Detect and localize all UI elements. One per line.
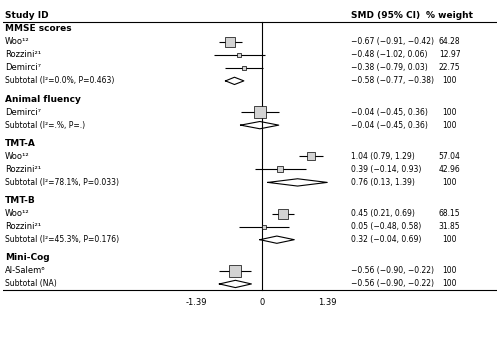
Text: SMD (95% CI): SMD (95% CI) (351, 11, 420, 20)
Text: −0.67 (−0.91, −0.42): −0.67 (−0.91, −0.42) (351, 37, 434, 46)
Text: −0.56 (−0.90, −0.22): −0.56 (−0.90, −0.22) (351, 279, 434, 289)
Text: 68.15: 68.15 (439, 209, 460, 218)
Text: % weight: % weight (426, 11, 473, 20)
Text: Rozzini²¹: Rozzini²¹ (5, 222, 42, 231)
Text: 100: 100 (442, 121, 457, 130)
Text: Woo¹²: Woo¹² (5, 209, 30, 218)
Text: MMSE scores: MMSE scores (5, 24, 72, 33)
Text: 100: 100 (442, 279, 457, 289)
Text: 0.32 (−0.04, 0.69): 0.32 (−0.04, 0.69) (351, 235, 421, 244)
Text: Subtotal (NA): Subtotal (NA) (5, 279, 57, 289)
Text: Animal fluency: Animal fluency (5, 95, 81, 104)
Text: Subtotal (I²=45.3%, P=0.176): Subtotal (I²=45.3%, P=0.176) (5, 235, 119, 244)
Text: 100: 100 (442, 267, 457, 276)
Text: 100: 100 (442, 178, 457, 187)
Text: 0: 0 (259, 298, 264, 307)
Text: −0.56 (−0.90, −0.22): −0.56 (−0.90, −0.22) (351, 267, 434, 276)
Text: 22.75: 22.75 (439, 63, 460, 72)
Text: Al-Salem⁶: Al-Salem⁶ (5, 267, 46, 276)
Text: 1.04 (0.79, 1.29): 1.04 (0.79, 1.29) (351, 152, 414, 161)
Text: 0.76 (0.13, 1.39): 0.76 (0.13, 1.39) (351, 178, 414, 187)
Text: −0.04 (−0.45, 0.36): −0.04 (−0.45, 0.36) (351, 121, 428, 130)
Text: Rozzini²¹: Rozzini²¹ (5, 165, 42, 174)
Text: Rozzini²¹: Rozzini²¹ (5, 50, 42, 60)
Text: −0.04 (−0.45, 0.36): −0.04 (−0.45, 0.36) (351, 108, 428, 117)
Text: 100: 100 (442, 235, 457, 244)
Text: 57.04: 57.04 (438, 152, 460, 161)
Text: Study ID: Study ID (5, 11, 49, 20)
Text: Demirci⁷: Demirci⁷ (5, 108, 41, 117)
Text: 0.39 (−0.14, 0.93): 0.39 (−0.14, 0.93) (351, 165, 421, 174)
Text: 0.05 (−0.48, 0.58): 0.05 (−0.48, 0.58) (351, 222, 421, 231)
Text: Demirci⁷: Demirci⁷ (5, 63, 41, 72)
Text: −0.58 (−0.77, −0.38): −0.58 (−0.77, −0.38) (351, 76, 434, 85)
Text: 31.85: 31.85 (439, 222, 460, 231)
Text: Subtotal (I²=78.1%, P=0.033): Subtotal (I²=78.1%, P=0.033) (5, 178, 119, 187)
Text: 100: 100 (442, 76, 457, 85)
Text: TMT-A: TMT-A (5, 139, 36, 148)
Text: TMT-B: TMT-B (5, 196, 36, 205)
Text: 100: 100 (442, 108, 457, 117)
Text: 64.28: 64.28 (439, 37, 460, 46)
Text: Woo¹²: Woo¹² (5, 152, 30, 161)
Text: Mini-Cog: Mini-Cog (5, 254, 50, 262)
Text: 42.96: 42.96 (439, 165, 460, 174)
Text: 12.97: 12.97 (439, 50, 460, 60)
Text: Woo¹²: Woo¹² (5, 37, 30, 46)
Text: −0.38 (−0.79, 0.03): −0.38 (−0.79, 0.03) (351, 63, 428, 72)
Text: −0.48 (−1.02, 0.06): −0.48 (−1.02, 0.06) (351, 50, 428, 60)
Text: -1.39: -1.39 (186, 298, 207, 307)
Text: Subtotal (I²=0.0%, P=0.463): Subtotal (I²=0.0%, P=0.463) (5, 76, 114, 85)
Text: 0.45 (0.21, 0.69): 0.45 (0.21, 0.69) (351, 209, 414, 218)
Text: Subtotal (I²=.%, P=.): Subtotal (I²=.%, P=.) (5, 121, 86, 130)
Text: 1.39: 1.39 (318, 298, 336, 307)
